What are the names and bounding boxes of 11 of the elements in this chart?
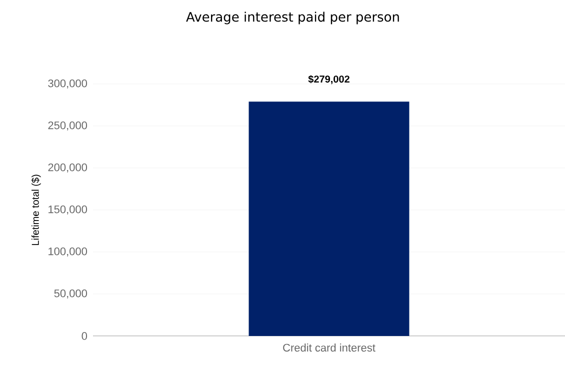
y-tick-label: 150,000: [48, 205, 88, 215]
y-tick-label: 300,000: [48, 79, 88, 89]
x-tick-label: Credit card interest: [283, 344, 376, 352]
y-axis-title: Lifetime total ($): [31, 174, 41, 246]
y-tick-label: 50,000: [54, 289, 88, 299]
y-tick-label: 0: [82, 332, 88, 340]
chart-title: Average interest paid per person: [186, 12, 399, 24]
y-tick-label: 200,000: [48, 163, 88, 173]
data-label: $279,002: [308, 75, 350, 84]
y-tick-label: 250,000: [48, 121, 88, 131]
y-tick-label: 100,000: [48, 247, 88, 257]
